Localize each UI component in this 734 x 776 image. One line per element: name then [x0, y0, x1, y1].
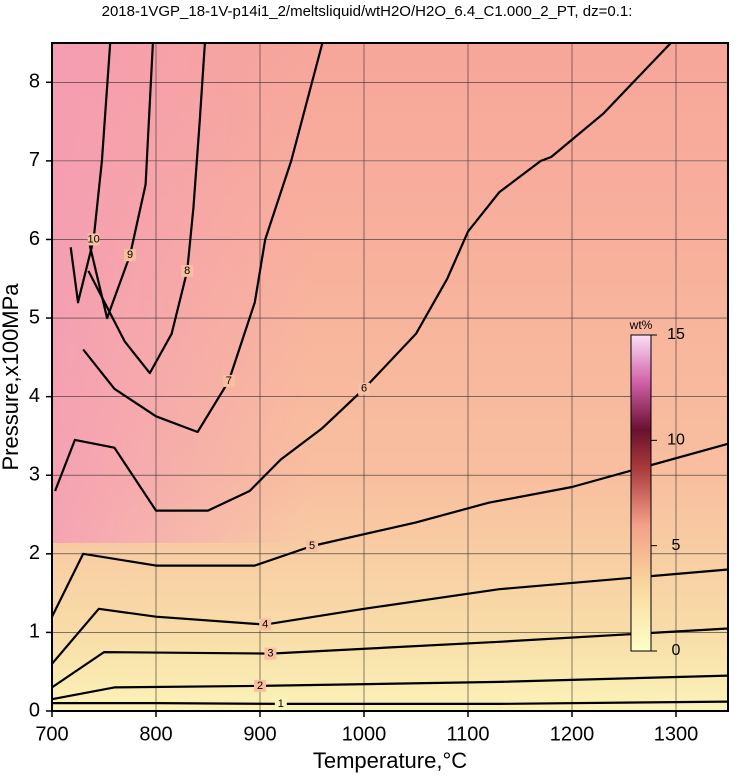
colorbar-tick-label: 15	[667, 326, 685, 343]
colorbar-tick-label: 5	[672, 537, 681, 554]
x-tick-label: 800	[139, 723, 172, 745]
contour-label: 5	[309, 540, 315, 552]
contour-label-box	[124, 249, 136, 262]
contour-label-box	[274, 697, 287, 710]
x-tick-label: 1200	[550, 723, 595, 745]
colorbar-tick-label: 0	[672, 642, 681, 659]
contour-label-box	[181, 264, 194, 277]
y-tick-label: 0	[29, 699, 40, 721]
contour-label: 2	[257, 680, 263, 692]
contour-label: 8	[184, 265, 190, 277]
chart-title: 2018-1VGP_18-1V-p14i1_2/meltsliquid/wtH2…	[102, 3, 633, 20]
contours: 1 2 3 4 5 6 7 8 9 10	[51, 42, 729, 710]
y-tick-label: 1	[29, 621, 40, 643]
contour-label-box	[306, 539, 318, 552]
contour-label: 7	[226, 375, 232, 387]
y-tick-label: 7	[29, 149, 40, 171]
contour-label-box	[254, 679, 266, 692]
contour-label-box	[87, 233, 100, 246]
contour-label-box	[259, 618, 272, 631]
y-tick-label: 5	[29, 306, 40, 328]
x-tick-label: 900	[243, 723, 276, 745]
y-tick-label: 2	[29, 542, 40, 564]
colorbar	[630, 334, 652, 652]
contour-line	[87, 42, 206, 375]
y-tick-label: 3	[29, 464, 40, 486]
contour-label: 3	[267, 648, 273, 660]
contour-label-box	[358, 382, 370, 395]
x-tick-label: 1100	[446, 723, 489, 745]
x-tick-label: 1300	[654, 723, 699, 745]
contour-label-box	[222, 374, 235, 387]
colorbar-tick-label: 10	[667, 432, 685, 449]
colorbar-label: wt%	[629, 318, 653, 332]
y-tick-label: 8	[29, 71, 40, 93]
y-tick-label: 6	[29, 228, 40, 250]
contour-label: 10	[87, 233, 99, 245]
x-tick-label: 700	[35, 723, 68, 745]
y-axis-label: Pressure,x100MPa	[0, 283, 23, 471]
contour-label-box	[264, 647, 277, 660]
y-tick-label: 4	[29, 385, 40, 407]
contour-label: 1	[278, 698, 284, 710]
contour-label: 9	[127, 249, 133, 261]
x-axis-label: Temperature,°C	[313, 748, 467, 773]
contour-label: 6	[361, 383, 367, 395]
x-tick-label: 1000	[342, 723, 387, 745]
contour-label: 4	[262, 618, 268, 630]
plot-frame	[51, 42, 729, 712]
